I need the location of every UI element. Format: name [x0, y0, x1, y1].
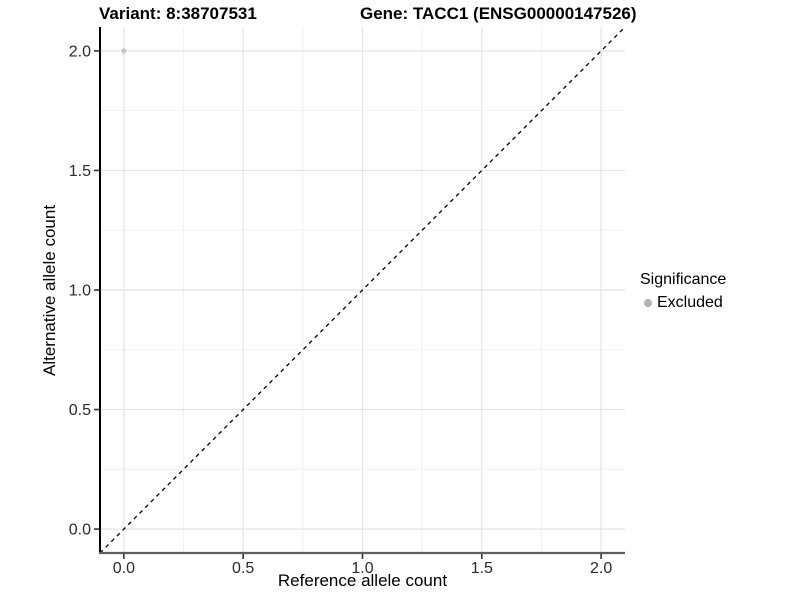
legend-item-excluded: Excluded [640, 294, 726, 312]
y-tick-label: 1.0 [69, 283, 91, 300]
x-tick-label: 1.5 [471, 560, 493, 577]
x-tick-label: 0.5 [232, 560, 254, 577]
y-tick-label: 0.5 [69, 402, 91, 419]
x-tick-label: 2.0 [590, 560, 612, 577]
x-tick-label: 0.0 [113, 560, 135, 577]
plot-title-gene: Gene: TACC1 (ENSG00000147526) [360, 4, 637, 23]
y-axis-title: Alternative allele count [40, 204, 59, 376]
legend-item-label: Excluded [657, 294, 723, 311]
y-tick-label: 0.0 [69, 522, 91, 539]
x-axis-title: Reference allele count [277, 571, 448, 590]
legend: Significance Excluded [640, 271, 726, 312]
y-tick-label: 2.0 [69, 43, 91, 60]
data-point [121, 48, 127, 54]
identity-reference-line [99, 26, 626, 554]
x-tick-label: 1.0 [351, 560, 373, 577]
y-tick-label: 1.5 [69, 163, 91, 180]
legend-title: Significance [640, 271, 727, 288]
legend-dot-icon [644, 299, 652, 307]
plot-title-variant: Variant: 8:38707531 [99, 4, 257, 23]
